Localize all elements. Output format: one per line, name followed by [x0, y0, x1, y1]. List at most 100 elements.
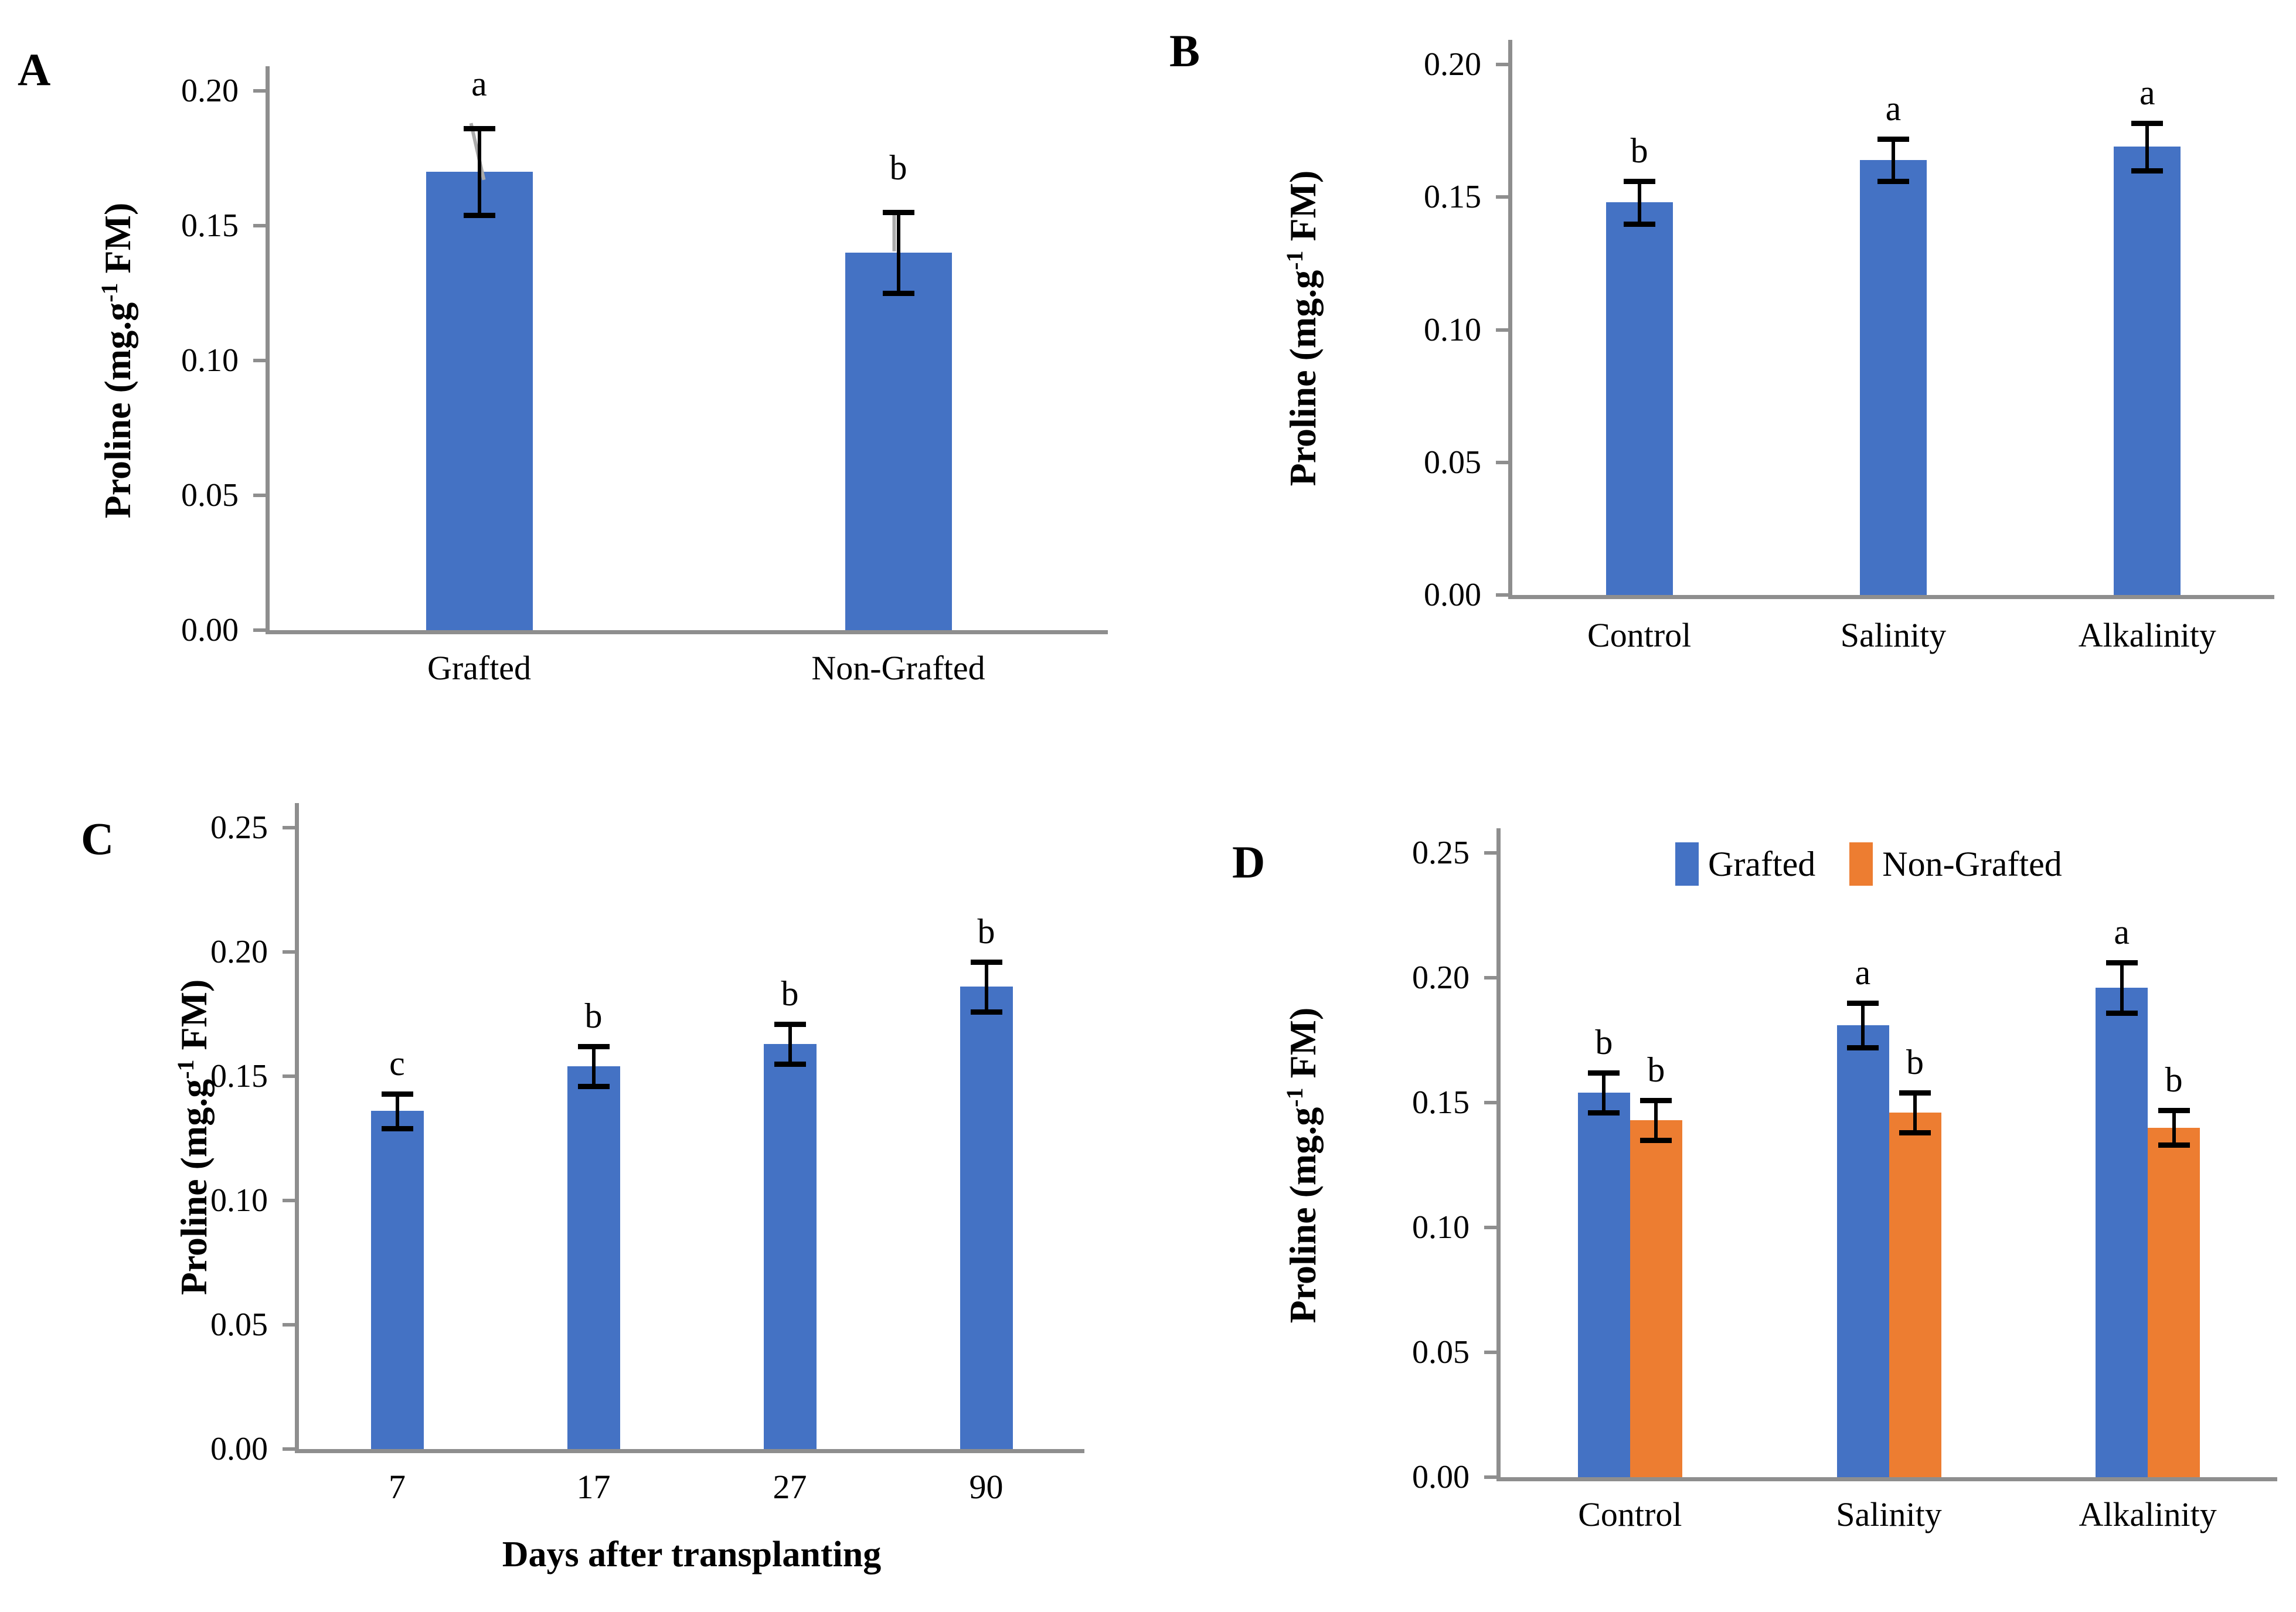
error-bar-cap-bottom [970, 1009, 1002, 1015]
y-tick-mark [283, 1447, 299, 1451]
y-tick-label: 0.05 [181, 477, 239, 513]
significance-letter: b [2165, 1060, 2183, 1099]
category-label-Salinity: Salinity [1836, 1495, 1942, 1533]
y-tick-mark [1496, 195, 1512, 199]
error-bar-cap-top [1623, 179, 1655, 185]
y-tick-label: 0.20 [210, 934, 268, 970]
category-label-Grafted: Grafted [427, 649, 532, 687]
category-label-27: 27 [773, 1468, 807, 1506]
bar-A-Proline-Grafted [426, 172, 533, 630]
y-tick-mark [283, 1323, 299, 1327]
error-bar-cap-top [381, 1091, 413, 1097]
error-bar-cap-top [1899, 1090, 1931, 1096]
category-label-Non-Grafted: Non-Grafted [811, 649, 985, 687]
significance-letter: b [1906, 1042, 1924, 1082]
error-bar [896, 212, 900, 293]
y-tick-mark [283, 826, 299, 829]
significance-letter: b [1630, 131, 1648, 171]
error-bar [984, 961, 988, 1012]
legend-swatch-icon [1849, 842, 1873, 886]
error-bar-cap-bottom [1877, 179, 1909, 185]
y-tick-mark [283, 1074, 299, 1078]
error-bar-cap-bottom [1640, 1137, 1672, 1143]
y-tick-label: 0.10 [1424, 311, 1481, 348]
legend-item-Non-Grafted: Non-Grafted [1849, 842, 2062, 886]
error-bar-cap-bottom [577, 1083, 610, 1089]
error-bar-cap-top [2158, 1107, 2190, 1113]
error-bar-cap-bottom [1847, 1045, 1879, 1051]
y-axis-title: Proline (mg.g-1 FM) [1281, 1007, 1324, 1324]
error-bar-cap-top [2131, 120, 2164, 126]
legend-swatch-icon [1675, 842, 1699, 886]
significance-letter: b [781, 974, 799, 1013]
error-bar-cap-bottom [1899, 1130, 1931, 1136]
bar-D-Non-Grafted-Salinity [1889, 1113, 1941, 1477]
error-bar [788, 1023, 792, 1064]
error-bar-cap-bottom [381, 1126, 413, 1132]
y-tick-mark [1484, 1226, 1501, 1229]
category-label-90: 90 [969, 1468, 1004, 1506]
y-tick-label: 0.10 [181, 342, 239, 379]
error-bar-cap-bottom [2131, 168, 2164, 174]
significance-letter: a [2139, 73, 2155, 112]
panel-letter-A: A [18, 44, 51, 95]
y-tick-mark [253, 494, 270, 497]
error-bar-cap-bottom [463, 212, 495, 218]
y-tick-mark [253, 224, 270, 227]
legend-item-Grafted: Grafted [1675, 842, 1815, 886]
y-tick-label: 0.20 [1412, 960, 1470, 996]
significance-letter: c [389, 1043, 405, 1083]
y-tick-mark [253, 89, 270, 93]
y-tick-label: 0.05 [210, 1307, 268, 1343]
significance-letter: b [584, 997, 603, 1036]
error-bar-cap-top [882, 210, 914, 215]
error-bar-cap-bottom [1588, 1110, 1620, 1116]
category-label-Control: Control [1578, 1495, 1682, 1533]
error-bar-cap-top [1640, 1097, 1672, 1103]
significance-letter: b [889, 148, 907, 187]
significance-letter: b [977, 912, 995, 951]
y-tick-mark [1484, 1101, 1501, 1104]
y-axis-title-superscript: -1 [1281, 1087, 1308, 1107]
error-bar-cap-top [1588, 1070, 1620, 1076]
y-axis-line [295, 803, 299, 1449]
bar-C-Proline-90 [960, 987, 1013, 1449]
panel-letter-C: C [81, 813, 114, 864]
error-bar-cap-top [970, 959, 1002, 965]
category-label-Control: Control [1587, 616, 1692, 654]
category-label-17: 17 [576, 1468, 611, 1506]
bar-D-Grafted-Alkalinity [2096, 988, 2148, 1477]
y-tick-mark [1484, 976, 1501, 980]
significance-letter: b [1647, 1050, 1665, 1089]
y-tick-label: 0.05 [1412, 1334, 1470, 1370]
error-bar [2120, 963, 2124, 1013]
error-bar [1861, 1002, 1865, 1048]
error-bar-cap-top [1847, 1000, 1879, 1006]
y-tick-mark [1484, 1351, 1501, 1354]
significance-letter: a [471, 64, 487, 104]
bar-B-Proline-Salinity [1860, 159, 1927, 595]
significance-letter: b [1595, 1022, 1613, 1062]
error-bar-cap-top [1877, 136, 1909, 142]
significance-letter: a [1885, 89, 1902, 128]
significance-letter: a [1855, 953, 1871, 992]
y-axis-line [1496, 828, 1501, 1477]
category-label-7: 7 [389, 1468, 406, 1506]
y-tick-mark [283, 950, 299, 954]
bar-C-Proline-27 [763, 1043, 817, 1449]
bar-D-Non-Grafted-Control [1630, 1120, 1682, 1477]
y-axis-line [1508, 40, 1512, 595]
y-tick-label: 0.10 [1412, 1209, 1470, 1246]
error-bar [395, 1093, 399, 1129]
bar-A-Proline-Non-Grafted [845, 253, 952, 630]
y-tick-label: 0.20 [1424, 46, 1481, 83]
y-tick-label: 0.00 [1424, 577, 1481, 613]
x-axis-line [295, 1449, 1084, 1453]
legend-label: Non-Grafted [1882, 845, 2062, 883]
y-tick-label: 0.20 [181, 73, 239, 109]
y-tick-mark [1496, 460, 1512, 464]
error-bar-cap-bottom [1623, 221, 1655, 227]
error-bar [1892, 138, 1895, 182]
